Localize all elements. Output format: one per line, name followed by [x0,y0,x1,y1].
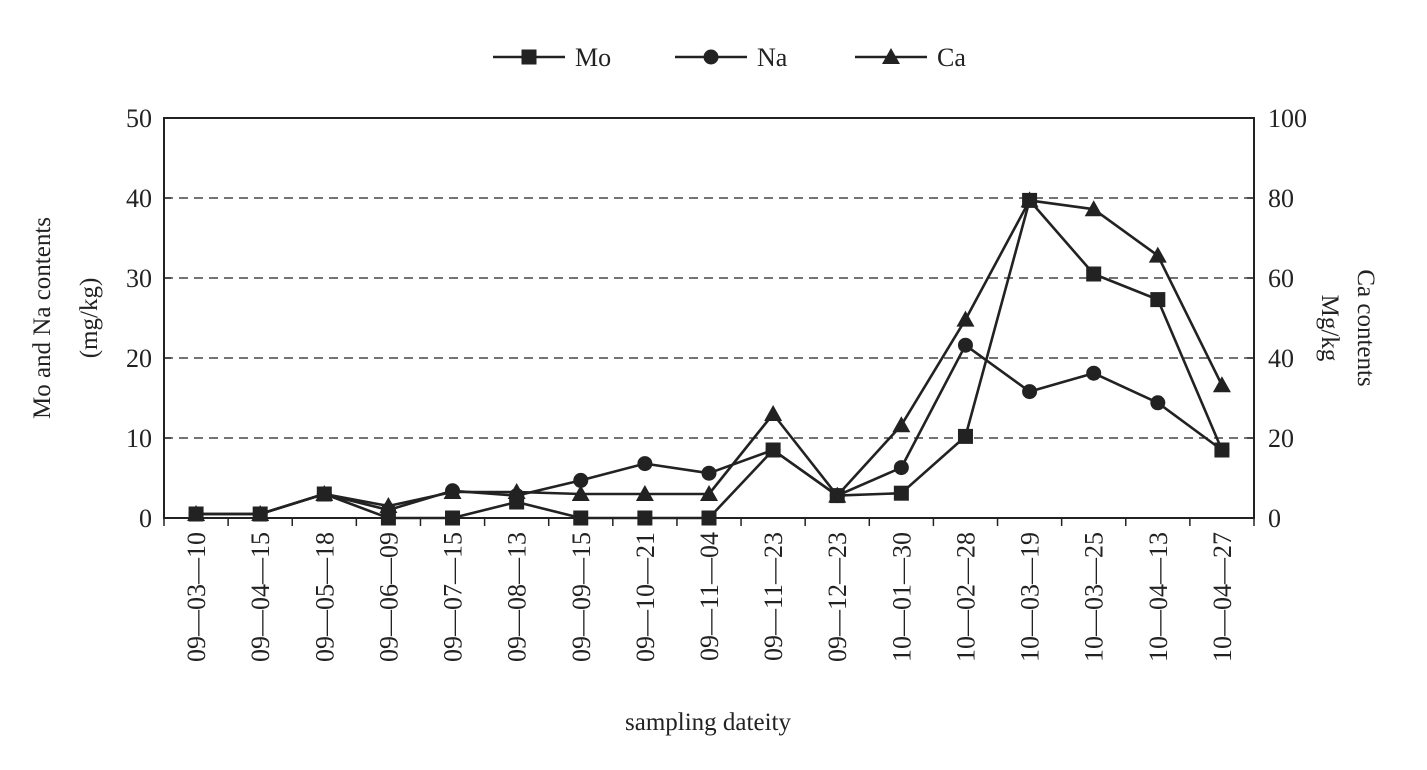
legend-marker-na [703,49,719,65]
x-tick-label: 10—01—30 [887,532,916,662]
x-tick-label: 09—12—23 [823,532,852,662]
left-y-axis-title-line-1: Mo and Na contents [29,217,56,419]
legend-label-mo: Mo [575,43,611,72]
x-tick-label: 09—08—13 [503,532,532,662]
x-tick-label: 09—03—10 [182,532,211,662]
left-y-tick-label: 0 [139,504,152,533]
x-tick-label: 09—09—15 [567,532,596,662]
right-y-tick-label: 60 [1268,264,1294,293]
left-y-axis-title-line-2: (mg/kg) [76,278,103,359]
na-point [701,465,717,481]
legend-label-ca: Ca [937,43,966,72]
ca-point [1084,200,1103,217]
left-y-tick-label: 30 [126,264,152,293]
ca-point [700,485,718,501]
x-tick-label: 10—03—25 [1080,532,1109,662]
na-point [893,460,909,476]
ca-point [187,505,206,521]
ca-point [892,416,911,433]
ca-point [828,486,847,503]
right-y-tick-label: 0 [1268,504,1281,533]
right-y-axis-title-line-1: Ca contents [1352,269,1379,386]
na-point [1150,395,1166,411]
ca-point [1020,191,1039,208]
left-y-tick-label: 20 [126,344,152,373]
mo-point [1150,292,1166,308]
mo-point [1086,266,1102,282]
right-y-tick-label: 100 [1268,104,1307,133]
legend-marker-ca [882,48,900,64]
mo-point [957,428,973,444]
right-y-tick-label: 40 [1268,344,1294,373]
right-y-tick-label: 80 [1268,184,1294,213]
right-y-axis-title-line-2: Mg/kg [1316,295,1343,362]
ca-point [1148,246,1167,263]
na-point [1086,365,1102,381]
mo-point [893,485,909,501]
x-tick-label: 09—10—21 [631,532,660,662]
x-tick-label: 09—06—09 [374,532,403,662]
na-point [573,472,589,488]
x-tick-label: 09—04—15 [246,532,275,662]
ca-point [571,485,590,501]
x-tick-label: 10—03—19 [1016,532,1045,662]
na-point [765,442,781,458]
series-ca [187,191,1231,521]
legend-label-na: Na [757,43,788,72]
legend-item-ca: Ca [855,43,966,72]
mo-point [637,510,653,526]
ca-point [507,483,526,499]
ca-point [764,405,783,421]
x-tick-label: 09—05—18 [310,532,339,662]
left-y-tick-label: 40 [126,184,152,213]
na-point [957,337,973,353]
gridlines [164,197,1254,439]
plot-area-frame [163,117,1255,519]
ca-point [251,505,270,521]
na-point [637,456,653,472]
ca-point [443,483,462,499]
left-y-tick-label: 50 [126,104,152,133]
left-y-tick-label: 10 [126,424,152,453]
na-point [1022,384,1038,400]
x-tick-label: 10—02—28 [951,532,980,662]
x-tick-label: 09—07—15 [439,532,468,662]
ca-point [635,485,654,501]
x-tick-label: 09—11—04 [695,532,724,661]
series-layer [187,191,1231,526]
x-tick-label: 10—04—27 [1208,532,1237,662]
na-point [1214,442,1230,458]
x-tick-label: 09—11—23 [759,532,788,661]
left-y-axis-ticks: 0 10 20 30 40 50 [126,104,171,533]
x-axis-ticks: 09—03—10 09—04—15 09—05—18 09—06—09 09—07—15… [163,518,1255,662]
ca-point [379,497,398,513]
legend-item-mo: Mo [493,43,611,72]
ca-point [1212,376,1231,393]
x-axis-title: sampling dateity [625,709,791,736]
mo-point [445,510,461,526]
mo-point [573,510,589,526]
right-y-tick-label: 20 [1268,424,1294,453]
legend-item-na: Na [675,43,788,72]
ca-point [315,485,334,501]
ca-point [956,310,975,327]
legend-marker-mo [521,49,537,65]
right-y-axis-ticks: 0 20 40 60 80 100 [1247,104,1307,533]
x-tick-label: 10—04—13 [1144,532,1173,662]
chart-legend: Mo Na Ca [493,43,966,72]
mo-point [701,510,717,526]
